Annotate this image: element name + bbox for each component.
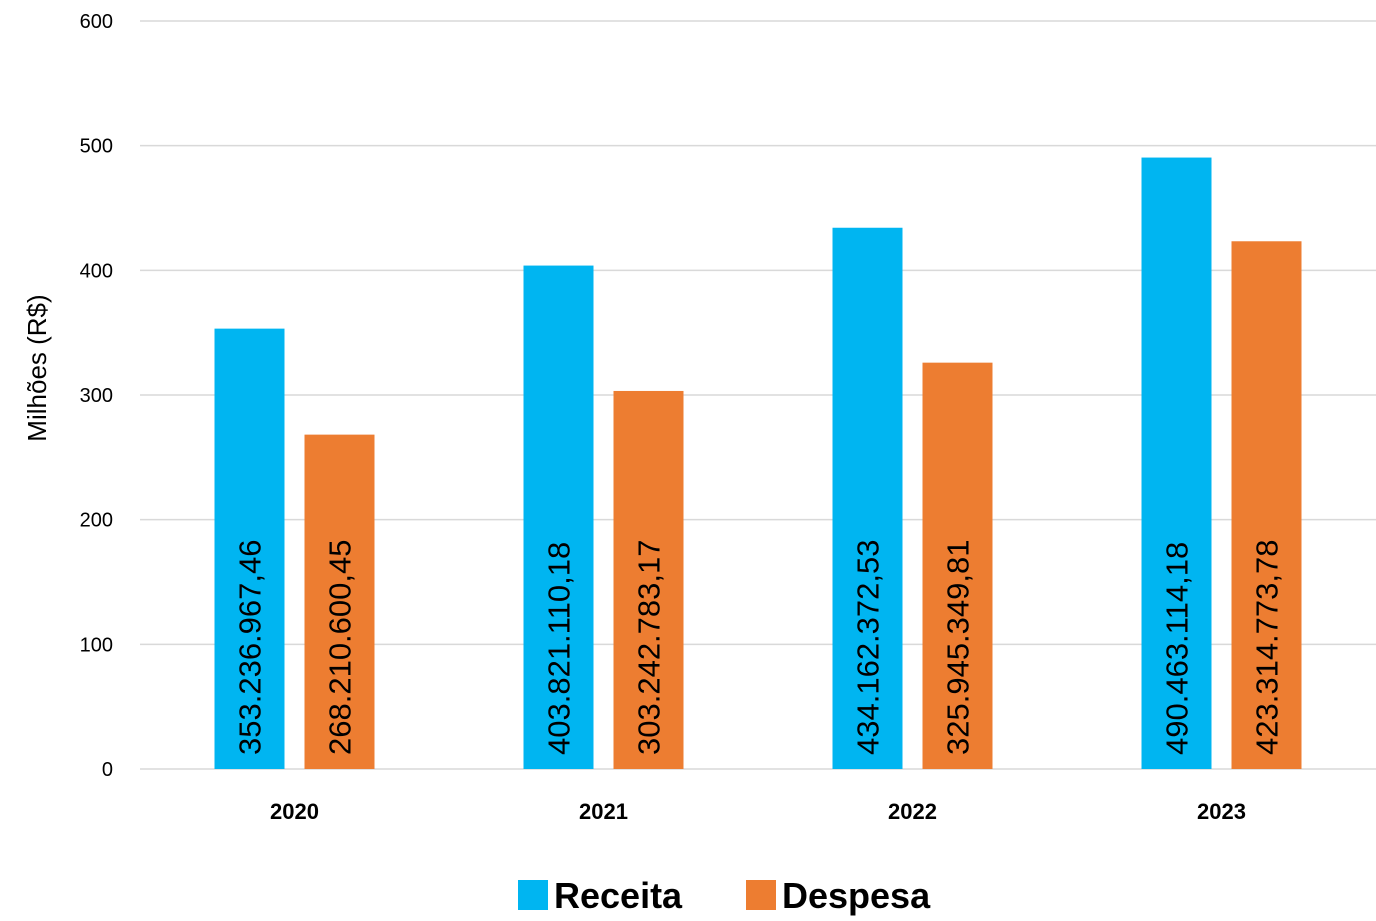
data-label-despesa-2023: 423.314.773,78	[1250, 540, 1285, 756]
data-label-receita-2022: 434.162.372,53	[851, 540, 886, 756]
y-axis-label: Milhões (R$)	[22, 294, 52, 441]
y-tick-label: 300	[80, 385, 113, 407]
bar-receita-2021	[523, 265, 594, 769]
bar-receita-2020	[214, 328, 285, 769]
data-label-receita-2023: 490.463.114,18	[1160, 542, 1195, 755]
x-tick-label: 2020	[270, 799, 319, 824]
legend-label-receita: Receita	[554, 875, 683, 916]
y-tick-label: 100	[80, 634, 113, 656]
y-tick-label: 200	[80, 510, 113, 532]
data-label-receita-2020: 353.236.967,46	[233, 540, 268, 756]
bar-despesa-2021	[613, 390, 684, 769]
bar-despesa-2022	[922, 362, 993, 769]
legend-swatch-receita	[518, 880, 548, 910]
bar-despesa-2020	[304, 434, 375, 769]
y-tick-label: 600	[80, 11, 113, 33]
x-tick-label: 2021	[579, 799, 628, 824]
x-tick-label: 2022	[888, 799, 937, 824]
data-label-despesa-2021: 303.242.783,17	[632, 540, 667, 756]
data-label-receita-2021: 403.821.110,18	[542, 542, 577, 755]
y-tick-label: 0	[102, 759, 113, 781]
bar-receita-2022	[832, 227, 903, 769]
legend-label-despesa: Despesa	[782, 875, 931, 916]
data-label-despesa-2022: 325.945.349,81	[941, 540, 976, 756]
y-tick-label: 500	[80, 136, 113, 158]
data-label-despesa-2020: 268.210.600,45	[323, 540, 358, 756]
legend: Receita Despesa	[518, 875, 931, 916]
y-tick-label: 400	[80, 260, 113, 282]
y-axis-ticks: 0 100 200 300 400 500 600	[80, 11, 113, 781]
legend-swatch-despesa	[746, 880, 776, 910]
bar-receita-2023	[1141, 157, 1212, 770]
bars: 353.236.967,46 268.210.600,45 403.821.110,…	[214, 157, 1302, 770]
bar-despesa-2023	[1231, 241, 1302, 769]
x-axis-ticks: 2020 2021 2022 2023	[270, 799, 1246, 824]
x-tick-label: 2023	[1197, 799, 1246, 824]
